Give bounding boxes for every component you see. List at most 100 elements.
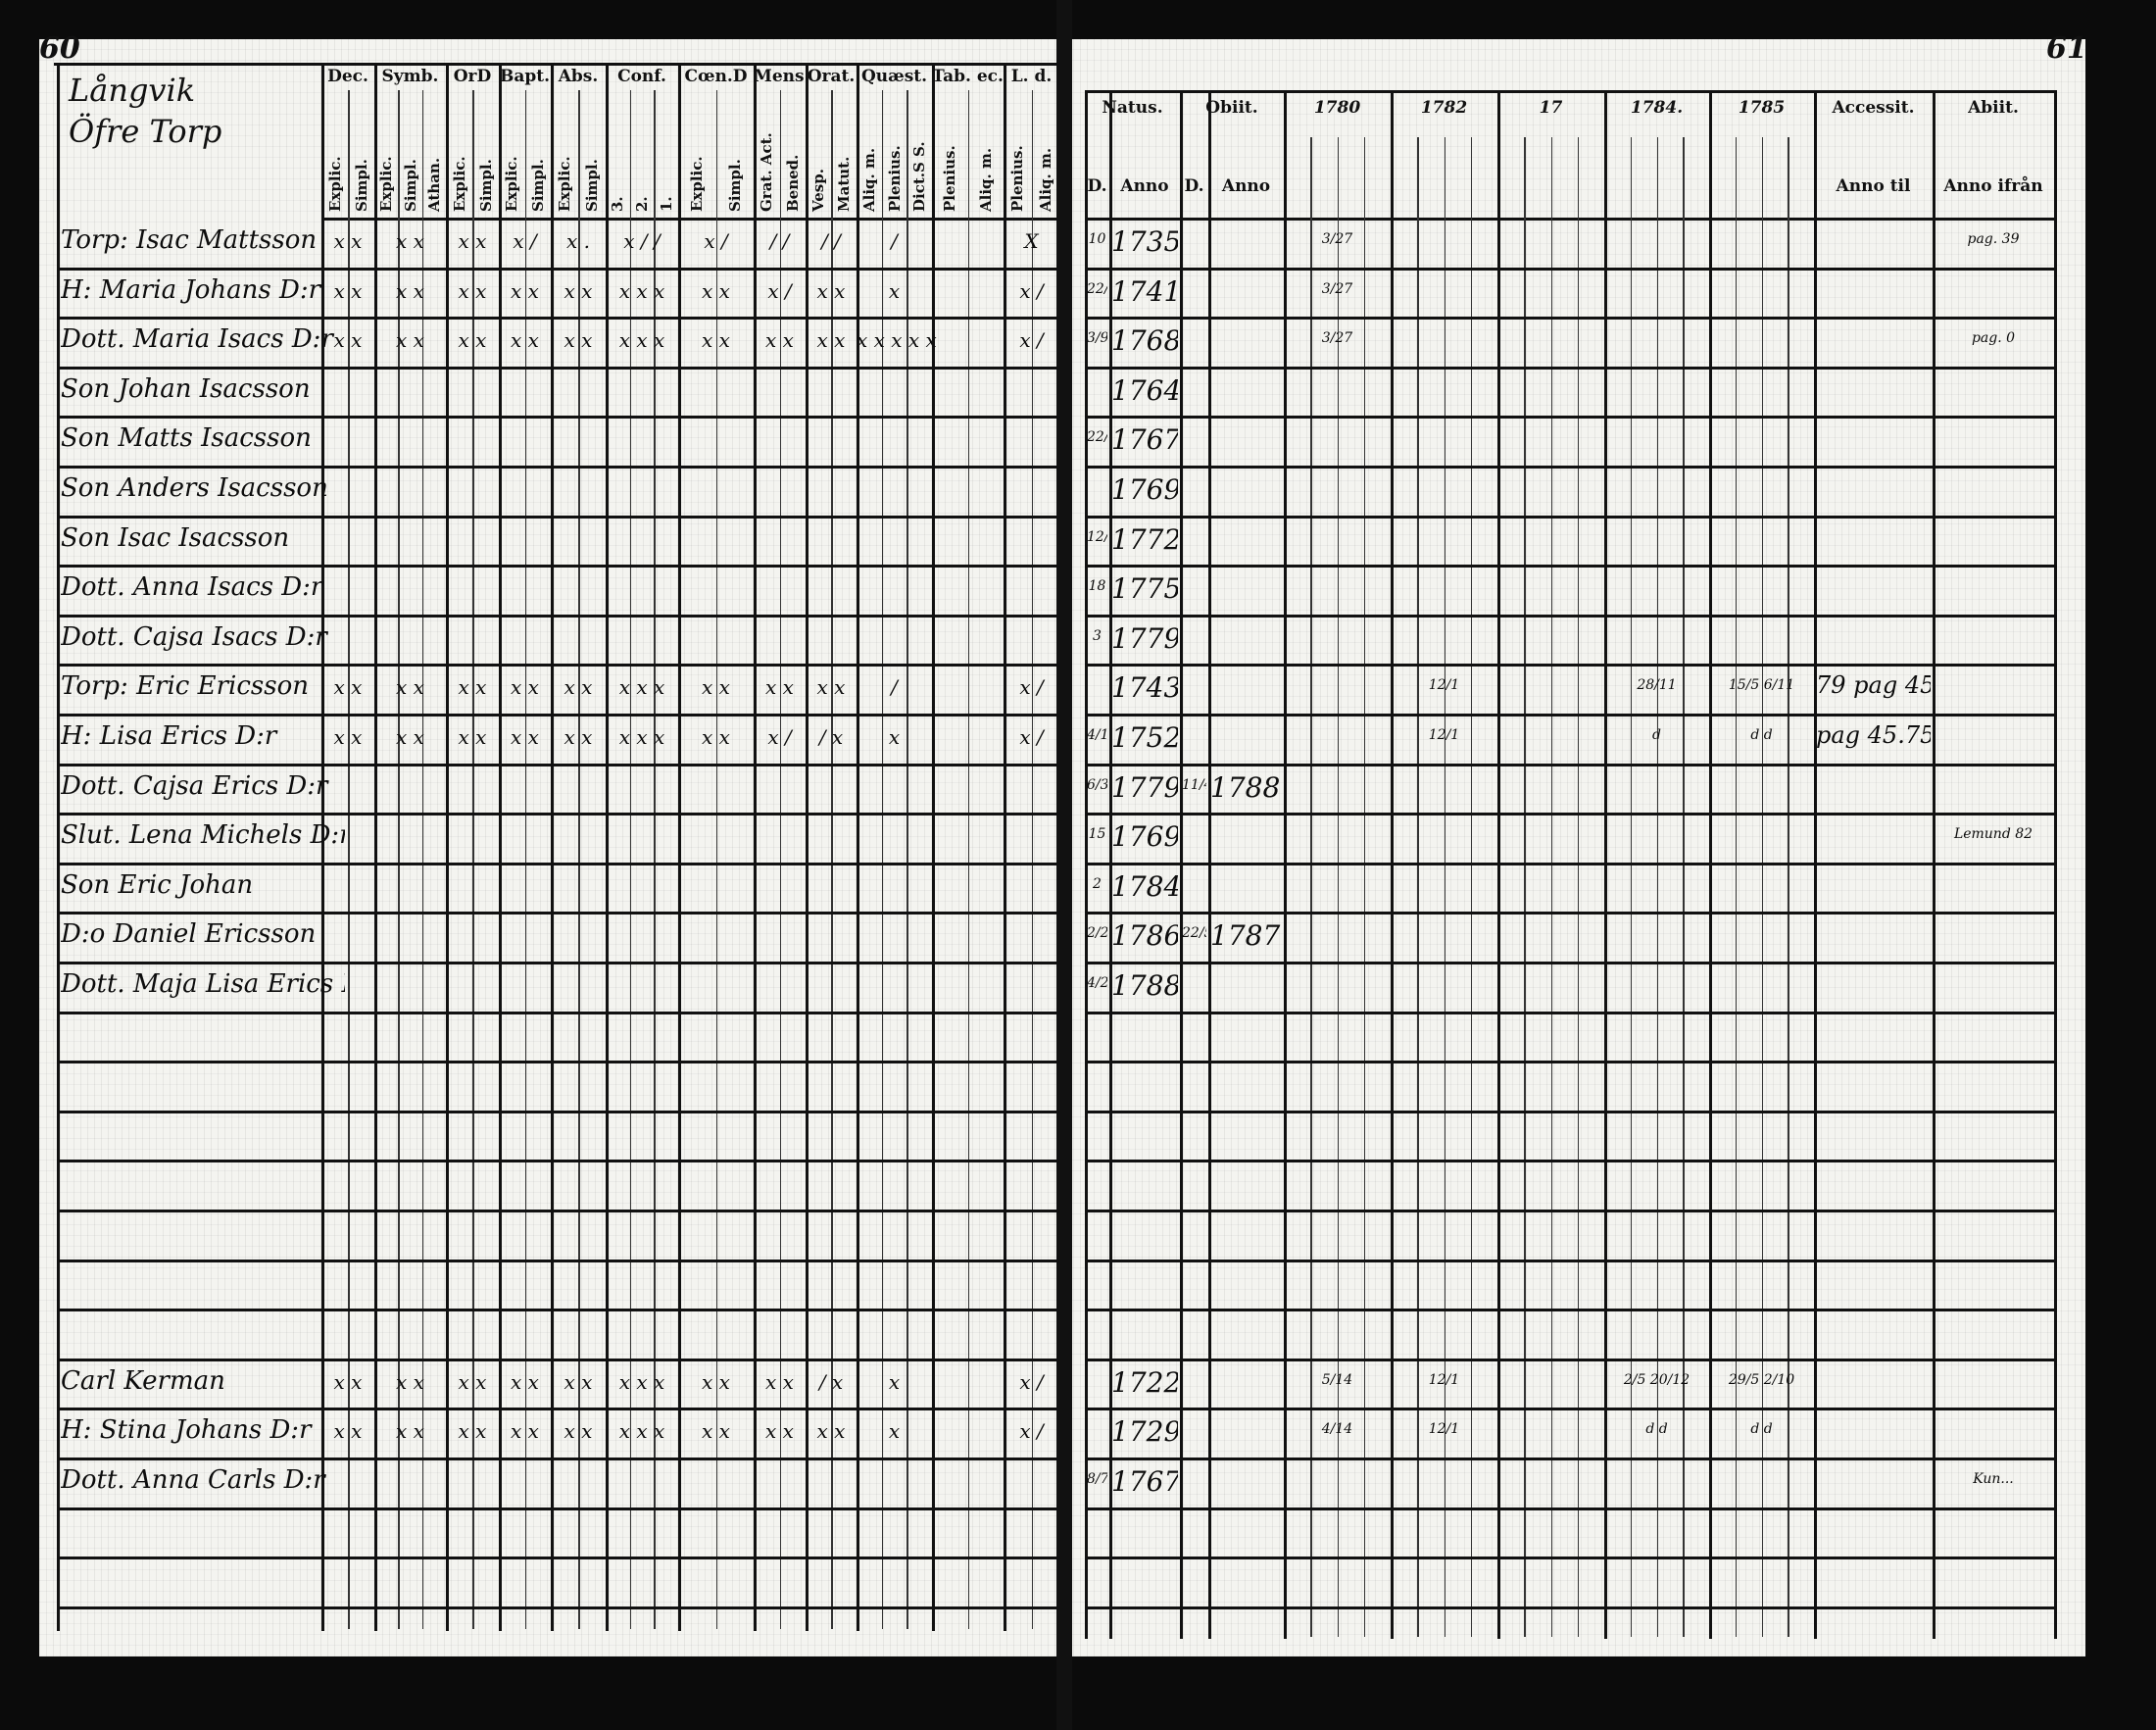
y1782-entry: 12/1 xyxy=(1428,1371,1460,1388)
y1782-entry: 12/1 xyxy=(1428,1421,1460,1438)
column-header: Tab. ec. xyxy=(932,67,1004,86)
column-subheader: Aliq. m. xyxy=(859,147,878,212)
exam-mark: x / xyxy=(513,229,537,253)
person-name: Dott. Maja Lisa Erics D:r xyxy=(61,969,345,999)
row-line xyxy=(1085,565,2054,568)
exam-mark: x x xyxy=(564,328,593,353)
obiit-d-entry: 22/5 xyxy=(1182,925,1206,942)
row-line xyxy=(1085,416,2054,420)
column-subheader: Explic. xyxy=(377,156,396,212)
column-subheader: Aliq. m. xyxy=(1036,147,1054,212)
exam-mark: x x xyxy=(458,1369,487,1394)
exam-mark: x / xyxy=(1019,725,1044,749)
column-subheader: Aliq. m. xyxy=(976,147,995,212)
column-header: Mens. xyxy=(754,67,810,86)
exam-mark: x x xyxy=(333,229,363,253)
person-name: Son Eric Johan xyxy=(61,869,254,900)
row-line xyxy=(57,614,1059,618)
column-subheader: Simpl. xyxy=(583,159,601,212)
person-name: Son Matts Isacsson xyxy=(61,423,312,454)
year-subcolumn-divider xyxy=(1524,137,1526,1637)
y1784-entry: 2/5 20/12 xyxy=(1623,1371,1690,1388)
row-line xyxy=(57,366,1059,370)
y1784-entry: d xyxy=(1652,727,1661,743)
row-line xyxy=(1085,912,2054,915)
exam-mark: x / xyxy=(1019,278,1044,303)
exam-mark: x x xyxy=(458,278,487,303)
exam-mark: x x xyxy=(458,675,487,700)
exam-mark: x / xyxy=(704,229,728,253)
column-header: Bapt. xyxy=(499,67,551,86)
natus-d-entry: 18 xyxy=(1088,578,1106,595)
column-subheader: Explic. xyxy=(688,156,707,212)
exam-mark: / x xyxy=(818,1369,844,1394)
row-line xyxy=(57,1458,1059,1460)
exam-mark: x xyxy=(888,1369,901,1394)
column-subheader: Simpl. xyxy=(528,159,547,212)
row-line xyxy=(57,1160,1059,1163)
exam-mark: x x xyxy=(765,1419,794,1444)
row-line xyxy=(1085,466,2054,469)
natus-d-entry: 2/2 xyxy=(1087,925,1107,942)
row-line xyxy=(1085,1408,2054,1411)
exam-mark: x x xyxy=(816,328,846,353)
row-line xyxy=(1085,614,2054,618)
exam-mark: x x xyxy=(396,1369,424,1394)
natus-day-header: D. xyxy=(1087,176,1107,196)
person-name: Dott. Cajsa Erics D:r xyxy=(61,770,328,801)
obiit-year-header: Anno xyxy=(1221,176,1271,196)
column-divider xyxy=(932,63,935,1631)
exam-mark: x xyxy=(888,1419,901,1444)
exam-mark: x xyxy=(888,278,901,303)
exam-mark: x x xyxy=(458,229,487,253)
header-top-line xyxy=(54,63,1063,66)
natus-d-entry: 22/1 xyxy=(1087,280,1107,297)
natus-anno-entry: 1752 xyxy=(1111,721,1178,754)
natus-anno-entry: 1764 xyxy=(1111,373,1178,407)
exam-mark: x x xyxy=(511,675,539,700)
natus-anno-entry: 1735 xyxy=(1111,225,1178,258)
book-gutter xyxy=(1056,0,1072,1730)
natus-anno-entry: 1768 xyxy=(1111,324,1178,358)
natus-d-entry: 22/9 xyxy=(1087,429,1107,446)
y1780-entry: 3/27 xyxy=(1321,280,1353,297)
abiit-entry: pag. 39 xyxy=(1967,231,2020,247)
person-name: Slut. Lena Michels D:r xyxy=(61,820,345,851)
person-name: Son Johan Isacsson xyxy=(61,373,311,404)
exam-mark: x x xyxy=(396,1419,424,1444)
year-subcolumn-divider xyxy=(1310,137,1312,1637)
subcolumn-divider xyxy=(421,90,424,1629)
exam-mark: x x xyxy=(333,1369,363,1394)
row-line xyxy=(57,862,1059,865)
row-line xyxy=(1085,366,2054,370)
row-line xyxy=(57,1061,1059,1064)
row-line xyxy=(1085,1110,2054,1113)
exam-mark: x x xyxy=(396,328,424,353)
subcolumn-divider xyxy=(654,90,656,1629)
exam-mark: x x xyxy=(511,278,539,303)
row-line xyxy=(1085,1309,2054,1312)
natus-anno-entry: 1772 xyxy=(1111,522,1178,556)
abiit-entry: pag. 0 xyxy=(1971,330,2016,347)
year-subcolumn-divider xyxy=(1656,137,1658,1637)
y1780-entry: 5/14 xyxy=(1321,1371,1353,1388)
exam-mark: x x x xyxy=(618,1419,665,1444)
column-subheader: Simpl. xyxy=(352,159,370,212)
exam-mark: x x xyxy=(702,725,730,749)
row-line xyxy=(57,515,1059,519)
column-subheader: Explic. xyxy=(325,156,344,212)
subcolumn-divider xyxy=(348,90,350,1629)
exam-mark: x xyxy=(888,725,901,749)
row-line xyxy=(57,1358,1059,1361)
exam-mark: x x xyxy=(333,725,363,749)
column-header: Abs. xyxy=(558,67,599,86)
row-line xyxy=(57,813,1059,816)
natus-d-entry: 2 xyxy=(1093,875,1102,892)
y1784-entry: d d xyxy=(1645,1421,1668,1438)
subcolumn-divider xyxy=(1031,90,1033,1629)
column-subheader: Athan. xyxy=(424,157,443,212)
natus-d-entry: 4/1 xyxy=(1087,727,1107,743)
exam-mark: x x xyxy=(396,278,424,303)
row-line xyxy=(1085,1507,2054,1510)
row-line xyxy=(57,1210,1059,1212)
